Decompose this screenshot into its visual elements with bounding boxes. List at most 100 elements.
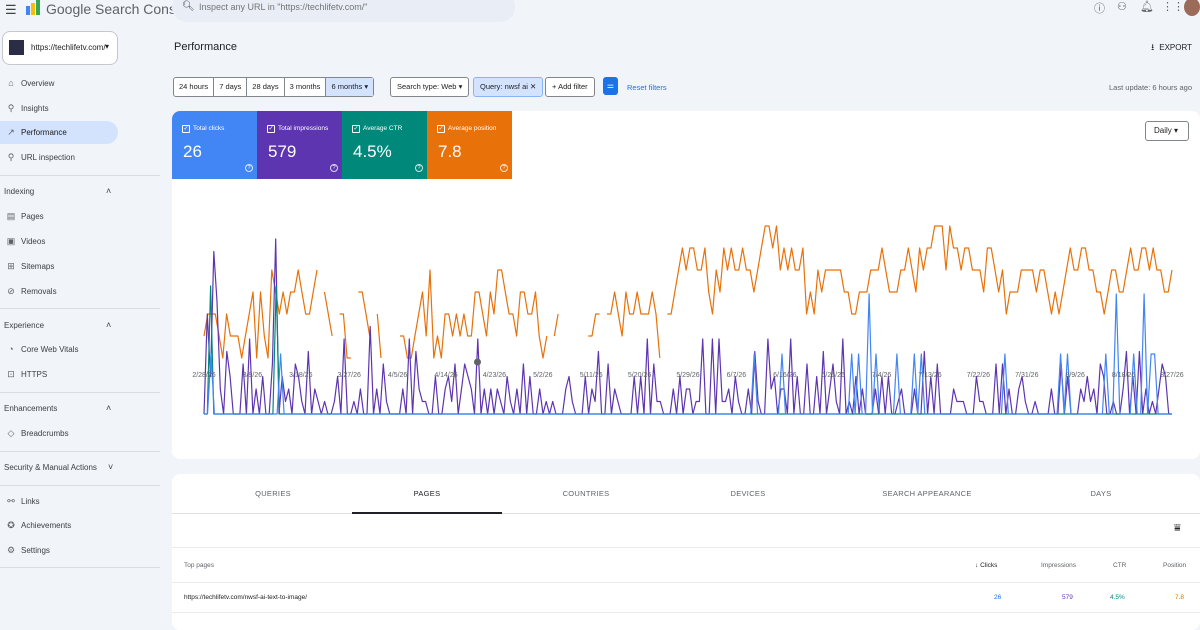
sidebar-item-performance[interactable]: ↗ Performance xyxy=(0,121,118,144)
granularity-label: Daily xyxy=(1154,126,1172,135)
divider xyxy=(0,175,160,176)
property-selector[interactable]: https://techlifetv.com/ ▾ xyxy=(2,31,118,65)
date-range-3m[interactable]: 3 months xyxy=(285,78,327,96)
sidebar-item-settings[interactable]: ⚙ Settings xyxy=(0,539,118,562)
section-title: Enhancements xyxy=(4,404,58,413)
export-button[interactable]: ⭳ EXPORT xyxy=(1151,40,1192,56)
breakdown-table-card: QUERIES PAGES COUNTRIES DEVICES SEARCH A… xyxy=(172,474,1200,630)
search-icon: 🔍︎ xyxy=(182,1,195,12)
help-icon[interactable]: ? xyxy=(415,164,423,172)
notifications-icon[interactable]: 🔔︎ xyxy=(1140,1,1154,13)
checkbox-icon[interactable]: ✓ xyxy=(182,125,190,133)
section-title: Indexing xyxy=(4,187,35,196)
x-tick-label: 7/13/26 xyxy=(918,372,941,379)
sidebar-item-breadcrumbs[interactable]: ◇ Breadcrumbs xyxy=(0,422,118,445)
checkbox-icon[interactable]: ✓ xyxy=(352,125,360,133)
add-filter-button[interactable]: + Add filter xyxy=(545,77,595,97)
section-security[interactable]: Security & Manual Actions ˅ xyxy=(4,462,113,472)
close-icon[interactable]: ✕ xyxy=(530,82,537,91)
x-tick-label: 5/29/26 xyxy=(676,372,699,379)
tab-search-appearance[interactable]: SEARCH APPEARANCE xyxy=(882,489,972,498)
date-range-7d[interactable]: 7 days xyxy=(214,78,248,96)
table-row[interactable]: https://techlifetv.com/nwsf-ai-text-to-i… xyxy=(172,583,1200,613)
section-enhancements[interactable]: Enhancements ˄ xyxy=(4,403,111,413)
tab-queries[interactable]: QUERIES xyxy=(255,489,291,498)
sidebar-item-overview[interactable]: ⌂ Overview xyxy=(0,72,118,95)
page-url-cell[interactable]: https://techlifetv.com/nwsf-ai-text-to-i… xyxy=(184,594,308,601)
column-header-label: Clicks xyxy=(980,562,998,569)
help-icon[interactable]: ? xyxy=(500,164,508,172)
date-range-6m[interactable]: 6 months ▾ xyxy=(326,78,374,96)
sidebar-item-videos[interactable]: ▣ Videos xyxy=(0,230,118,253)
checkbox-icon[interactable]: ✓ xyxy=(267,125,275,133)
help-icon[interactable]: ⓘ xyxy=(1094,3,1105,15)
performance-chart-card: ✓ Total clicks 26 ? ✓ Total impressions … xyxy=(172,111,1200,459)
metric-average-ctr[interactable]: ✓ Average CTR 4.5% ? xyxy=(342,111,427,179)
series-line-average-ctr xyxy=(204,285,1172,415)
sidebar-item-core-web-vitals[interactable]: ◔ Core Web Vitals xyxy=(0,338,118,361)
metric-average-position[interactable]: ✓ Average position 7.8 ? xyxy=(427,111,512,179)
sidebar-item-insights[interactable]: ⚲ Insights xyxy=(0,97,118,120)
checkbox-icon[interactable]: ✓ xyxy=(437,125,445,133)
sidebar-item-achievements[interactable]: ✪ Achievements xyxy=(0,514,118,537)
trend-icon: ↗ xyxy=(7,127,15,137)
sidebar-item-label: Overview xyxy=(21,79,55,88)
search-type-filter[interactable]: Search type: Web ▾ xyxy=(390,77,470,97)
url-inspect-input[interactable] xyxy=(199,2,499,12)
tab-pages[interactable]: PAGES xyxy=(413,489,441,498)
filter-settings-icon[interactable]: ⚌ xyxy=(603,77,618,95)
date-range-24h[interactable]: 24 hours xyxy=(174,78,215,96)
query-filter-chip[interactable]: Query: nwsf ai ✕ xyxy=(473,77,544,97)
achievement-icon: ✪ xyxy=(7,520,15,530)
column-header-ctr[interactable]: CTR xyxy=(1113,562,1127,569)
property-favicon xyxy=(9,40,24,55)
users-icon[interactable]: ⚇ xyxy=(1117,1,1127,13)
chevron-down-icon: ▾ xyxy=(105,42,110,51)
performance-line-chart: 2/28/26 3/9/26 3/18/26 3/27/26 4/5/26 4/14/26… xyxy=(192,225,1184,415)
sidebar-item-https[interactable]: ⊡ HTTPS xyxy=(0,363,118,386)
metric-label: Total clicks xyxy=(193,125,225,132)
sidebar-item-sitemaps[interactable]: ⊞ Sitemaps xyxy=(0,255,118,278)
metric-value: 7.8 xyxy=(438,142,462,161)
filter-rows-icon[interactable]: ⩸ xyxy=(1174,522,1181,534)
avatar[interactable] xyxy=(1184,0,1200,16)
column-header-impressions[interactable]: Impressions xyxy=(1041,562,1077,569)
section-indexing[interactable]: Indexing ˄ xyxy=(4,186,111,196)
column-header-clicks[interactable]: ↓ Clicks xyxy=(975,562,997,569)
links-icon: ⚯ xyxy=(7,496,15,506)
sidebar-item-url-inspection[interactable]: ⚲ URL inspection xyxy=(0,146,118,169)
tab-devices[interactable]: DEVICES xyxy=(730,489,766,498)
add-filter-label: Add filter xyxy=(558,82,588,91)
x-tick-label: 3/27/26 xyxy=(338,372,361,379)
help-icon[interactable]: ? xyxy=(330,164,338,172)
chevron-up-icon: ˄ xyxy=(106,186,112,196)
sidebar-item-label: Performance xyxy=(21,128,67,137)
annotation-marker[interactable] xyxy=(473,358,481,366)
search-type-label: Search type: Web xyxy=(397,82,457,91)
column-header-position[interactable]: Position xyxy=(1163,562,1187,569)
menu-icon[interactable]: ☰ xyxy=(5,2,17,17)
date-range-28d[interactable]: 28 days xyxy=(247,78,285,96)
url-inspect-search[interactable]: 🔍︎ xyxy=(172,0,515,22)
tab-days[interactable]: DAYS xyxy=(1090,489,1112,498)
section-experience[interactable]: Experience ˄ xyxy=(4,320,111,330)
metric-label: Average CTR xyxy=(363,125,403,132)
tab-countries[interactable]: COUNTRIES xyxy=(562,489,610,498)
reset-filters-link[interactable]: Reset filters xyxy=(627,83,667,92)
metric-total-impressions[interactable]: ✓ Total impressions 579 ? xyxy=(257,111,342,179)
page-title: Performance xyxy=(174,41,237,53)
metric-value: 579 xyxy=(268,142,297,161)
column-header-page[interactable]: Top pages xyxy=(184,562,214,569)
granularity-dropdown[interactable]: Daily ▾ xyxy=(1145,121,1189,141)
x-tick-label: 4/14/26 xyxy=(434,372,457,379)
section-title: Security & Manual Actions xyxy=(4,463,97,472)
apps-grid-icon[interactable]: ⋮⋮ xyxy=(1162,1,1184,13)
metric-total-clicks[interactable]: ✓ Total clicks 26 ? xyxy=(172,111,257,179)
sidebar-item-pages[interactable]: ▤ Pages xyxy=(0,205,118,228)
breadcrumb-icon: ◇ xyxy=(7,428,15,438)
sidebar-item-removals[interactable]: ⊘ Removals xyxy=(0,280,118,303)
help-icon[interactable]: ? xyxy=(245,164,253,172)
section-title: Experience xyxy=(4,321,45,330)
sidebar-item-links[interactable]: ⚯ Links xyxy=(0,490,118,513)
sidebar-item-label: Breadcrumbs xyxy=(21,429,69,438)
